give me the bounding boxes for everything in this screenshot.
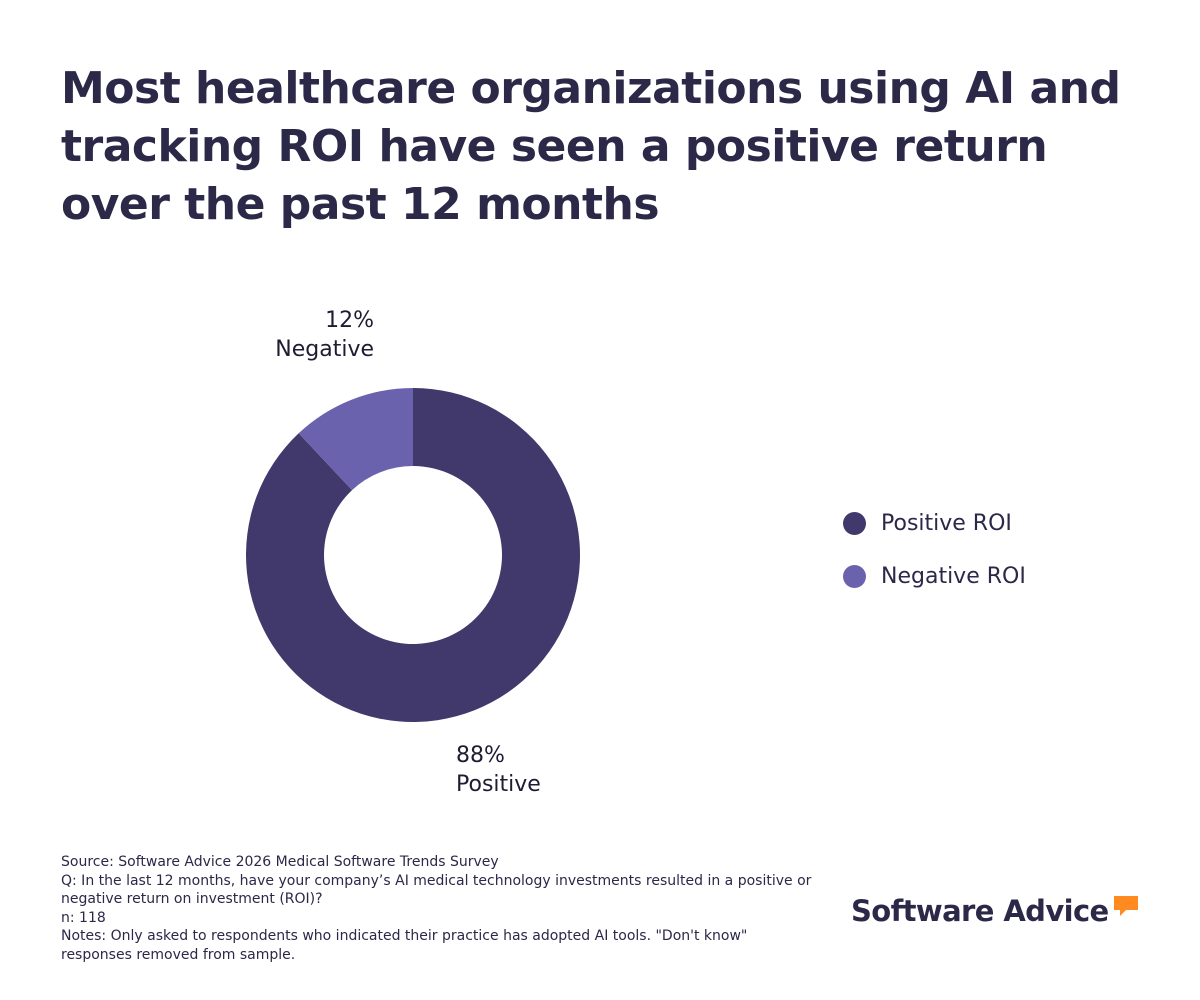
footnotes: Source: Software Advice 2026 Medical Sof…	[61, 853, 821, 964]
slice-negative	[298, 388, 413, 491]
legend-label-positive: Positive ROI	[881, 510, 1012, 536]
question-note: Q: In the last 12 months, have your comp…	[61, 872, 812, 908]
slice-positive	[246, 388, 580, 722]
legend: Positive ROI Negative ROI	[843, 505, 1026, 611]
legend-item-positive: Positive ROI	[843, 505, 1026, 541]
negative-name-label: Negative	[275, 337, 374, 362]
legend-swatch-positive	[843, 511, 866, 535]
legend-swatch-negative	[843, 564, 866, 588]
positive-name-label: Positive	[456, 772, 541, 797]
source-note: Source: Software Advice 2026 Medical Sof…	[61, 854, 499, 870]
positive-percent-label: 88%	[456, 743, 505, 768]
notes-note: Notes: Only asked to respondents who ind…	[61, 928, 748, 963]
legend-label-negative: Negative ROI	[881, 563, 1026, 589]
donut-slices	[246, 388, 580, 722]
brand-logo: Software Advice	[851, 892, 1140, 930]
brand-name: Software Advice	[851, 894, 1109, 928]
negative-percent-label: 12%	[325, 308, 374, 333]
legend-item-negative: Negative ROI	[843, 558, 1026, 594]
speech-bubble-icon	[1113, 896, 1138, 916]
chart-title: Most healthcare organizations using AI a…	[61, 63, 1121, 230]
sample-size-note: n: 118	[61, 909, 106, 926]
